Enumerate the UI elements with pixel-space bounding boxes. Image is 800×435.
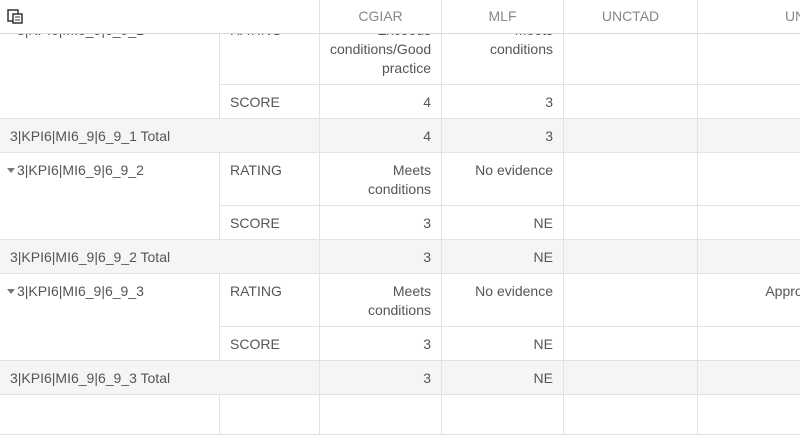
total-cell (698, 240, 800, 274)
column-header-text: UNCTAD (601, 8, 660, 24)
value-cell-text: No evidence (475, 283, 553, 299)
measure-label: SCORE (220, 85, 320, 119)
corner (0, 0, 320, 34)
value-cell-text: Approaches conditions (765, 283, 800, 299)
value-cell (698, 327, 800, 361)
value-cell: 3 (320, 206, 442, 240)
total-cell-text: 3 (545, 128, 553, 144)
layout-icon[interactable] (7, 9, 25, 25)
value-cell-text: 3 (545, 94, 553, 110)
value-cell: 3 (320, 327, 442, 361)
total-cell-text: 3 (423, 370, 431, 386)
value-cell: NE (442, 327, 564, 361)
value-cell (442, 395, 564, 435)
value-cell: Approaches conditions (698, 274, 800, 327)
value-cell: No evidence (442, 274, 564, 327)
total-cell-text: 4 (423, 128, 431, 144)
value-cell-text: Meets conditions (367, 162, 431, 197)
measure-label: SCORE (220, 206, 320, 240)
measure-label: RATING (220, 274, 320, 327)
total-cell (564, 361, 698, 395)
value-cell (564, 274, 698, 327)
total-label-text: 3|KPI6|MI6_9|6_9_2 Total (10, 249, 171, 265)
row-group-label[interactable]: 3|KPI6|MI6_9|6_9_3 (0, 274, 220, 361)
total-cell (698, 119, 800, 153)
group-label-text: 3|KPI6|MI6_9|6_9_3 (17, 283, 144, 299)
value-cell (698, 206, 800, 240)
column-header[interactable]: UNIDO (698, 0, 800, 34)
value-cell: Meets conditions (320, 153, 442, 206)
total-cell: NE (442, 240, 564, 274)
value-cell (564, 206, 698, 240)
total-cell: 4 (320, 119, 442, 153)
value-cell-text: 4 (423, 94, 431, 110)
total-cell-text: NE (533, 249, 553, 265)
measure-label-text: RATING (230, 283, 282, 299)
column-header[interactable]: CGIAR (320, 0, 442, 34)
measure-label-text: RATING (230, 162, 282, 178)
column-header-text: UNIDO (784, 8, 800, 24)
column-header[interactable]: UNCTAD (564, 0, 698, 34)
total-label: 3|KPI6|MI6_9|6_9_3 Total (0, 361, 320, 395)
measure-label: RATING (220, 153, 320, 206)
total-cell (698, 361, 800, 395)
value-cell-text: 3 (423, 215, 431, 231)
value-cell: No evidence (442, 153, 564, 206)
measure-label (220, 395, 320, 435)
total-label-text: 3|KPI6|MI6_9|6_9_1 Total (10, 128, 171, 144)
total-cell-text: NE (533, 370, 553, 386)
value-cell (564, 327, 698, 361)
value-cell (320, 395, 442, 435)
value-cell: 4 (320, 85, 442, 119)
measure-label-text: SCORE (230, 94, 280, 110)
total-cell (564, 119, 698, 153)
total-cell: 3 (442, 119, 564, 153)
measure-label: SCORE (220, 327, 320, 361)
column-header[interactable]: MLF (442, 0, 564, 34)
total-cell (564, 240, 698, 274)
total-cell-text: 3 (423, 249, 431, 265)
column-header-text: CGIAR (358, 8, 403, 24)
group-label-text: 3|KPI6|MI6_9|6_9_2 (17, 162, 144, 178)
value-cell (564, 153, 698, 206)
total-cell: 3 (320, 361, 442, 395)
total-cell: NE (442, 361, 564, 395)
value-cell (698, 395, 800, 435)
value-cell (698, 85, 800, 119)
value-cell-text: No evidence (475, 162, 553, 178)
total-cell: 3 (320, 240, 442, 274)
total-label-text: 3|KPI6|MI6_9|6_9_3 Total (10, 370, 171, 386)
measure-label-text: SCORE (230, 336, 280, 352)
column-header-text: MLF (488, 8, 517, 24)
value-cell: Meets conditions (320, 274, 442, 327)
total-label: 3|KPI6|MI6_9|6_9_2 Total (0, 240, 320, 274)
value-cell (564, 395, 698, 435)
value-cell: NE (442, 206, 564, 240)
value-cell-text: NE (533, 336, 553, 352)
measure-label-text: SCORE (230, 215, 280, 231)
row-group-label[interactable]: 3|KPI6|MI6_9|6_9_2 (0, 153, 220, 240)
header: CGIAR MLF UNCTAD UNIDO (0, 0, 800, 34)
row-group-label (0, 395, 220, 435)
value-cell: Meets conditions (698, 153, 800, 206)
collapse-arrow[interactable] (7, 288, 15, 294)
value-cell (564, 85, 698, 119)
value-cell: 3 (442, 85, 564, 119)
total-label: 3|KPI6|MI6_9|6_9_1 Total (0, 119, 320, 153)
value-cell (564, 13, 698, 85)
value-cell-text: Meets conditions (367, 283, 431, 318)
value-cell: Meets conditions (698, 13, 800, 85)
value-cell-text: NE (533, 215, 553, 231)
collapse-arrow[interactable] (7, 167, 15, 173)
value-cell-text: 3 (423, 336, 431, 352)
